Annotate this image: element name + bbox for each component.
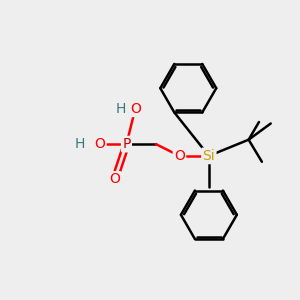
Text: P: P	[122, 137, 130, 151]
Text: H: H	[116, 102, 126, 116]
Text: O: O	[94, 137, 105, 151]
Text: O: O	[130, 102, 141, 116]
Text: O: O	[174, 149, 185, 163]
Text: O: O	[109, 172, 120, 186]
Text: Si: Si	[202, 149, 215, 163]
Text: H: H	[74, 137, 85, 151]
